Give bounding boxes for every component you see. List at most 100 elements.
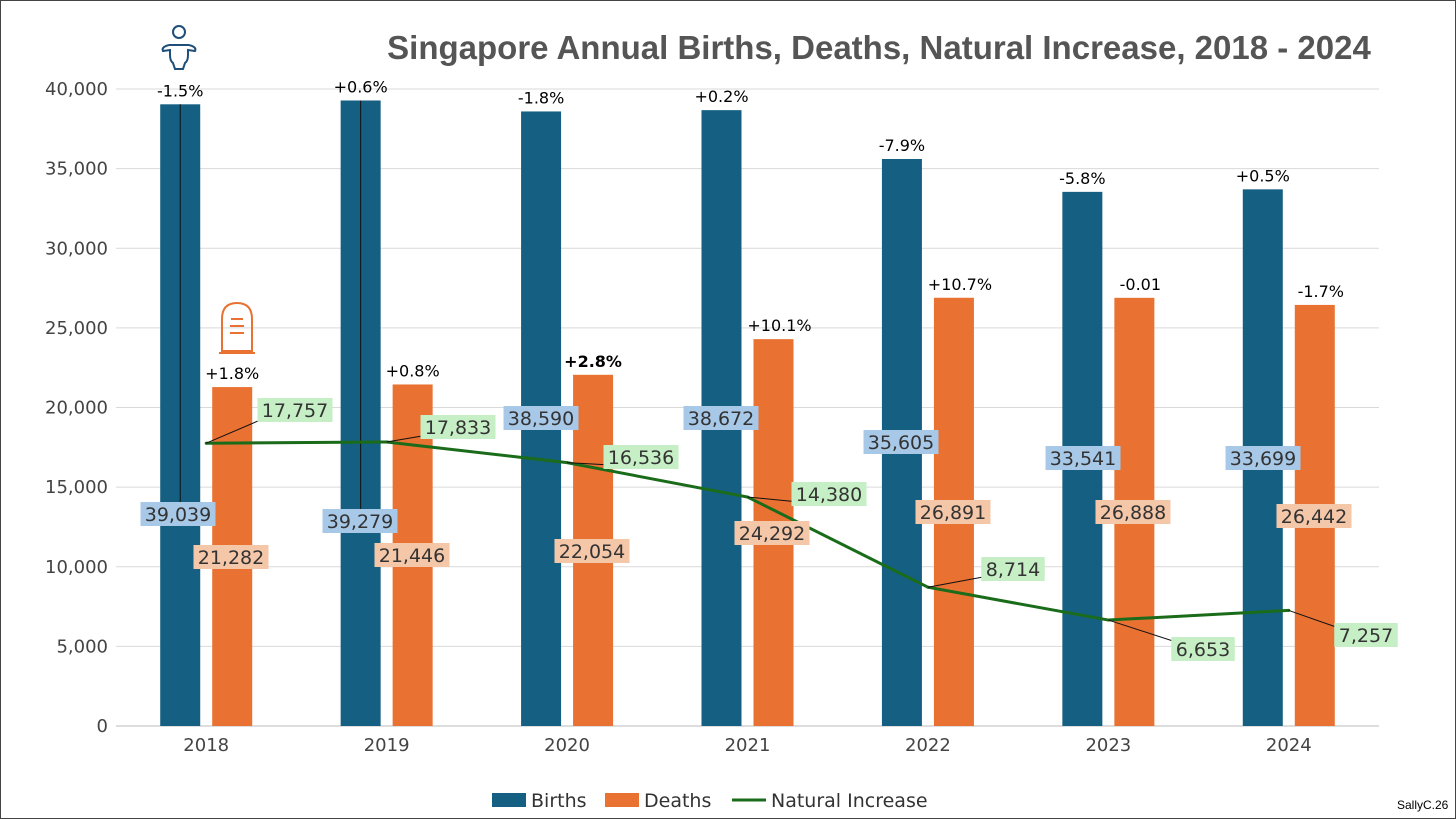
births-data-label: 38,590 (503, 406, 579, 430)
births-data-label: 33,541 (1045, 446, 1121, 470)
births-change-label: +0.2% (694, 87, 748, 106)
natural-increase-data-label-text: 7,257 (1339, 625, 1393, 647)
natural-increase-data-label: 17,833 (420, 415, 496, 439)
births-data-label: 35,605 (863, 430, 939, 454)
natural-increase-data-label-bg (1171, 637, 1235, 661)
births-data-label-bg (322, 509, 398, 533)
y-tick-label: 40,000 (45, 79, 108, 100)
legend-deaths: Deaths (644, 790, 711, 812)
x-tick-label: 2019 (364, 735, 410, 756)
natural-increase-data-label-bg (981, 557, 1045, 581)
natural-increase-data-label-text: 17,757 (262, 400, 328, 422)
deaths-data-label: 21,446 (374, 543, 450, 567)
deaths-change-label: +1.8% (205, 364, 259, 383)
natural-leader-line (206, 417, 266, 444)
natural-leader-line (927, 576, 984, 588)
deaths-data-label-text: 26,891 (920, 502, 986, 524)
deaths-data-label: 26,891 (915, 500, 991, 524)
natural-increase-data-label: 8,714 (981, 557, 1045, 581)
natural-increase-data-label: 6,653 (1171, 637, 1235, 661)
y-tick-label: 10,000 (45, 557, 108, 578)
births-change-label: -5.8% (1059, 169, 1105, 188)
y-tick-label: 15,000 (45, 477, 108, 498)
births-data-label-bg (863, 430, 939, 454)
births-data-label-bg (683, 406, 759, 430)
x-tick-label: 2022 (905, 735, 951, 756)
deaths-data-label-bg (554, 539, 630, 563)
births-data-label-text: 39,279 (327, 511, 393, 533)
births-data-label: 38,672 (683, 406, 759, 430)
deaths-data-label: 21,282 (193, 545, 269, 569)
legend-natural-increase: Natural Increase (771, 790, 928, 812)
births-data-label-text: 38,590 (508, 408, 574, 430)
births-change-label: +0.5% (1236, 166, 1290, 185)
natural-increase-data-label-text: 6,653 (1176, 639, 1230, 661)
births-data-label: 39,039 (140, 502, 216, 526)
deaths-change-label: -1.7% (1298, 282, 1344, 301)
y-tick-label: 30,000 (45, 238, 108, 259)
births-data-label-bg (1045, 446, 1121, 470)
deaths-data-label-bg (1095, 500, 1171, 524)
natural-increase-data-label: 16,536 (603, 445, 679, 469)
deaths-data-label-text: 21,446 (379, 545, 445, 567)
x-tick-label: 2021 (725, 735, 771, 756)
deaths-data-label-bg (915, 500, 991, 524)
deaths-data-label-text: 26,442 (1281, 506, 1347, 528)
y-tick-label: 0 (97, 716, 108, 737)
tombstone-icon (219, 301, 255, 354)
births-data-label-bg (1225, 446, 1301, 470)
deaths-change-label: +2.8% (564, 352, 622, 371)
natural-increase-data-label-bg (603, 445, 679, 469)
chart-title: Singapore Annual Births, Deaths, Natural… (387, 29, 1371, 66)
deaths-data-label-bg (1276, 504, 1352, 528)
births-change-label: -7.9% (879, 136, 925, 155)
natural-increase-data-label-text: 17,833 (425, 417, 491, 439)
natural-increase-data-label-text: 16,536 (608, 447, 674, 469)
deaths-change-label: +10.7% (928, 275, 992, 294)
x-tick-label: 2018 (183, 735, 229, 756)
deaths-data-label-bg (734, 521, 810, 545)
x-tick-label: 2023 (1085, 735, 1131, 756)
deaths-data-label: 26,442 (1276, 504, 1352, 528)
legend-deaths-swatch (605, 793, 639, 807)
natural-leader-line (747, 496, 800, 503)
natural-increase-data-label-text: 8,714 (986, 559, 1040, 581)
natural-increase-data-label: 17,757 (257, 398, 333, 422)
deaths-data-label: 22,054 (554, 539, 630, 563)
births-change-label: +0.6% (334, 77, 388, 96)
natural-increase-data-label-bg (1334, 623, 1398, 647)
deaths-change-label: +10.1% (747, 316, 811, 335)
legend-births: Births (531, 790, 587, 812)
births-change-label: -1.5% (157, 81, 203, 100)
natural-leader-line (1288, 609, 1337, 628)
births-data-label-text: 39,039 (145, 504, 211, 526)
deaths-data-label: 26,888 (1095, 500, 1171, 524)
natural-increase-data-label: 14,380 (791, 482, 867, 506)
natural-increase-data-label-bg (791, 482, 867, 506)
deaths-change-label: -0.01 (1120, 275, 1161, 294)
x-tick-label: 2020 (544, 735, 590, 756)
deaths-data-label-text: 21,282 (198, 547, 264, 569)
births-data-label-text: 38,672 (688, 408, 754, 430)
births-data-label-bg (503, 406, 579, 430)
deaths-data-label-text: 24,292 (739, 523, 805, 545)
credit: SallyC.26 (1397, 798, 1449, 812)
x-tick-label: 2024 (1266, 735, 1312, 756)
y-tick-label: 5,000 (56, 636, 108, 657)
births-data-label-text: 33,541 (1050, 448, 1116, 470)
y-tick-label: 25,000 (45, 318, 108, 339)
deaths-data-label: 24,292 (734, 521, 810, 545)
deaths-data-label-text: 22,054 (559, 541, 625, 563)
deaths-data-label-text: 26,888 (1100, 502, 1166, 524)
births-change-label: -1.8% (518, 88, 564, 107)
natural-increase-data-label-text: 14,380 (796, 484, 862, 506)
natural-increase-data-label-bg (420, 415, 496, 439)
y-tick-label: 20,000 (45, 398, 108, 419)
deaths-data-label-bg (193, 545, 269, 569)
baby-icon (161, 25, 197, 70)
legend-births-swatch (492, 793, 526, 807)
births-data-label-text: 35,605 (868, 432, 934, 454)
y-tick-label: 35,000 (45, 159, 108, 180)
natural-increase-data-label: 7,257 (1334, 623, 1398, 647)
